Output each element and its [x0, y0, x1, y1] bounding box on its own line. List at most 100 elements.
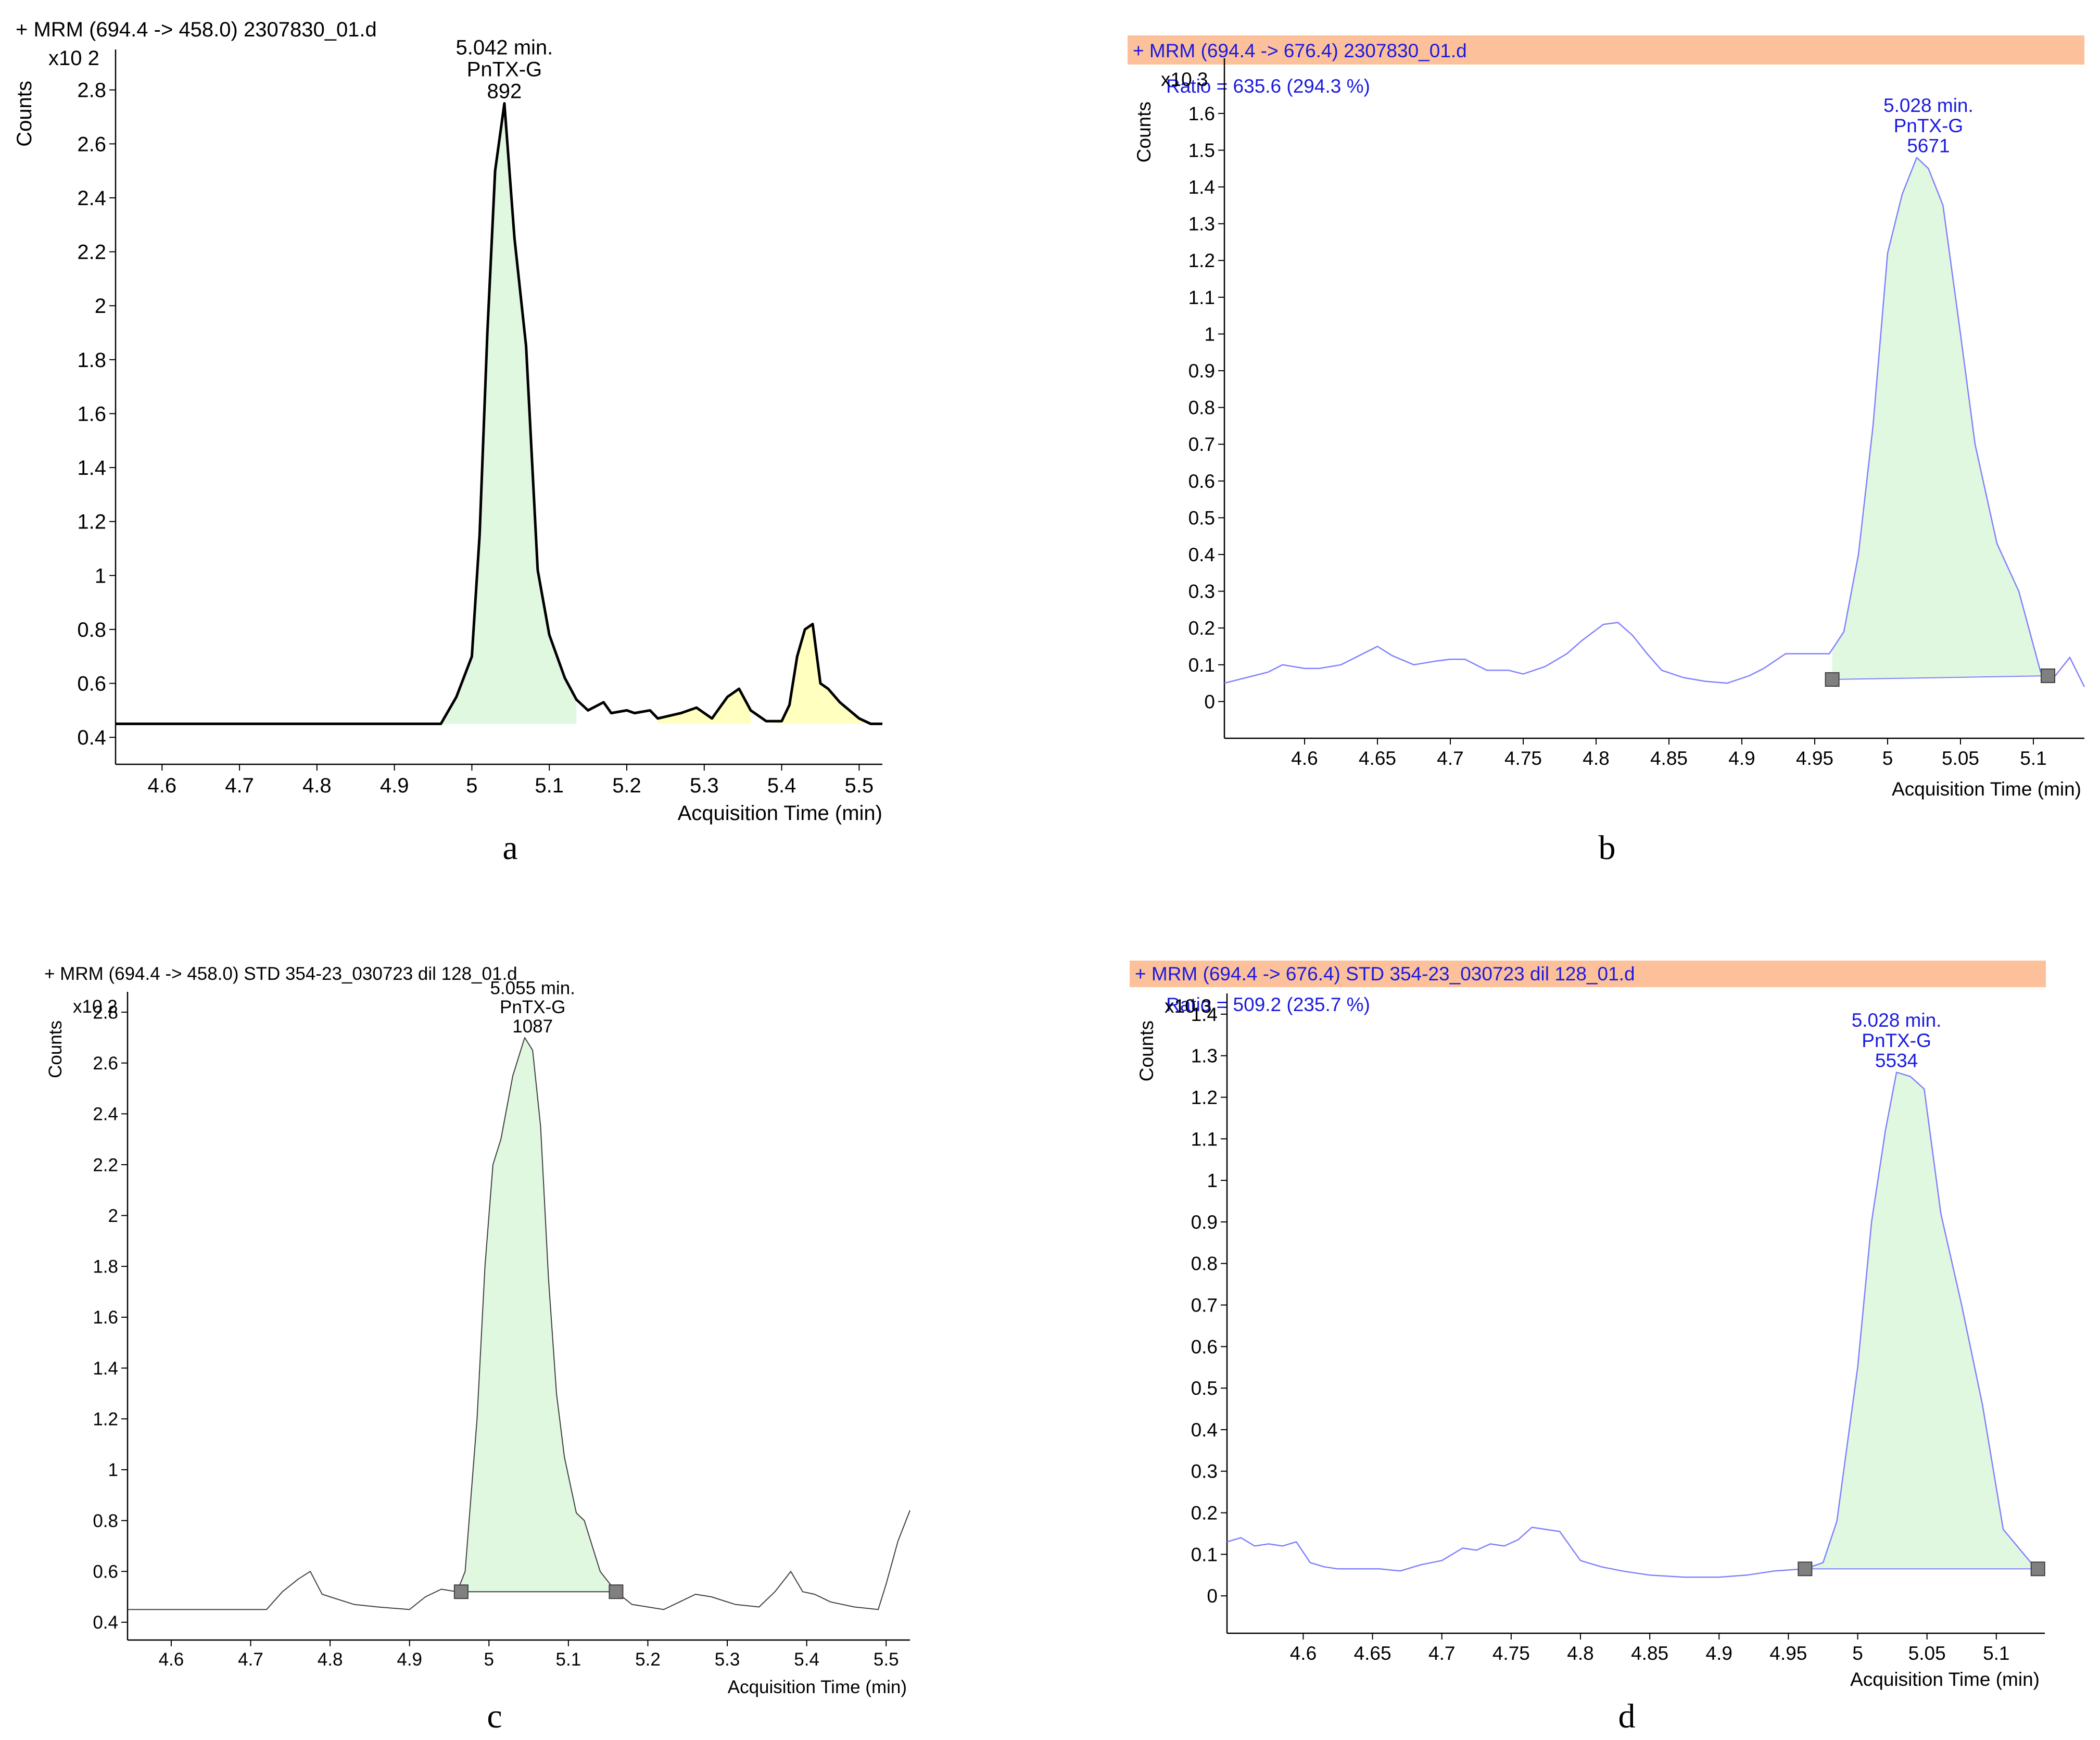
- panel-c-header-text: + MRM (694.4 -> 458.0) STD 354-23_030723…: [44, 964, 517, 984]
- panel-b-x-tick-label: 4.6: [1291, 748, 1318, 769]
- panel-a-y-axis-label: Counts: [13, 81, 36, 147]
- panel-b-y-tick-label: 1: [1204, 323, 1215, 345]
- panel-c-y-tick-label: 1.8: [93, 1257, 118, 1277]
- panel-b-peak-compound: PnTX-G: [1894, 115, 1964, 136]
- panel-b-y-tick-label: 0: [1204, 691, 1215, 712]
- panel-a-y-tick-label: 1.4: [77, 457, 106, 480]
- panel-a-x-tick-label: 5.5: [845, 774, 874, 797]
- panel-b-y-tick-label: 1.3: [1188, 213, 1215, 235]
- panel-a-x-tick-label: 4.6: [147, 774, 176, 797]
- panel-c-y-tick-label: 2.4: [93, 1104, 118, 1125]
- panel-d-y-tick-label: 1.3: [1191, 1045, 1218, 1067]
- panel-a-trace-line: [116, 102, 882, 725]
- panel-d-y-tick-label: 0.3: [1191, 1461, 1218, 1482]
- panel-a-peak-area: 892: [487, 80, 522, 103]
- panel-c-y-tick-label: 2.6: [93, 1053, 118, 1074]
- panel-b-caption: b: [1599, 829, 1616, 867]
- panel-a-x-tick-label: 4.8: [302, 774, 332, 797]
- panel-d-y-axis-label: Counts: [1136, 1020, 1157, 1081]
- panel-c-x-tick-label: 5.5: [874, 1649, 899, 1670]
- panel-c-y-tick-label: 2.2: [93, 1155, 118, 1175]
- panel-a-y-tick-label: 0.6: [77, 673, 106, 696]
- panel-c-trace-line: [128, 1037, 910, 1610]
- panel-a-y-tick-label: 0.8: [77, 619, 106, 641]
- panel-c-peak-area: 1087: [512, 1016, 553, 1037]
- panel-a-x-axis-label: Acquisition Time (min): [678, 802, 882, 825]
- panel-b-y-tick-label: 1.5: [1188, 140, 1215, 161]
- panel-c-x-tick-label: 4.7: [238, 1649, 263, 1670]
- panel-a-peak-area-fill: [657, 688, 751, 724]
- panel-d-x-axis-label: Acquisition Time (min): [1850, 1669, 2040, 1690]
- panel-b-ratio-text: Ratio = 635.6 (294.3 %): [1166, 75, 1370, 97]
- panel-b-peak-area-fill: [1832, 157, 2048, 680]
- panel-d-integration-marker[interactable]: [1798, 1561, 1813, 1577]
- panel-a-y-tick-label: 1: [95, 564, 106, 587]
- panel-c-x-axis-label: Acquisition Time (min): [728, 1677, 907, 1697]
- panel-b-x-tick-label: 4.8: [1583, 748, 1609, 769]
- panel-d-caption: d: [1618, 1697, 1636, 1735]
- panel-b-peak-time: 5.028 min.: [1883, 95, 1974, 116]
- panel-c-y-exponent: x10 2: [73, 997, 118, 1017]
- panel-d-chromatogram: + MRM (694.4 -> 676.4) STD 354-23_030723…: [1130, 961, 2046, 1735]
- panel-b-integration-marker[interactable]: [1825, 672, 1840, 687]
- panel-b-y-exponent: x10 3: [1161, 69, 1208, 90]
- panel-d-x-tick-label: 4.95: [1769, 1643, 1807, 1664]
- panel-d-y-exponent: x10 3: [1165, 995, 1212, 1017]
- panel-a-x-tick-label: 5.1: [535, 774, 564, 797]
- panel-d-x-tick-label: 4.8: [1567, 1643, 1593, 1664]
- panel-d-header-band: [1130, 961, 2046, 987]
- panel-d-integration-marker[interactable]: [2030, 1561, 2045, 1577]
- panel-b-y-tick-label: 0.1: [1188, 654, 1215, 676]
- panel-a-y-tick-label: 1.2: [77, 511, 106, 534]
- panel-d-y-tick-label: 0.9: [1191, 1212, 1218, 1233]
- panel-a-header-text: + MRM (694.4 -> 458.0) 2307830_01.d: [16, 18, 377, 41]
- panel-c-y-tick-label: 1.6: [93, 1307, 118, 1328]
- panel-b-x-tick-label: 4.85: [1650, 748, 1688, 769]
- panel-d-x-tick-label: 5.05: [1908, 1643, 1946, 1664]
- panel-d-x-tick-label: 4.75: [1492, 1643, 1530, 1664]
- panel-a-chromatogram: + MRM (694.4 -> 458.0) 2307830_01.d Coun…: [13, 18, 882, 867]
- panel-d-peak-area: 5534: [1875, 1050, 1918, 1071]
- panel-b-y-tick-label: 0.6: [1188, 471, 1215, 492]
- panel-d-x-tick-label: 4.7: [1428, 1643, 1455, 1664]
- panel-c-integration-marker[interactable]: [609, 1584, 624, 1599]
- panel-c-y-tick-label: 0.8: [93, 1511, 118, 1531]
- panel-d-y-tick-label: 0.5: [1191, 1378, 1218, 1399]
- panel-c-peak-compound: PnTX-G: [500, 997, 565, 1017]
- panel-d-y-tick-label: 0.4: [1191, 1419, 1218, 1441]
- panel-b-x-tick-label: 4.7: [1437, 748, 1463, 769]
- panel-b-y-tick-label: 1.2: [1188, 250, 1215, 271]
- panel-a-x-tick-label: 4.9: [380, 774, 409, 797]
- panel-d-header-text: + MRM (694.4 -> 676.4) STD 354-23_030723…: [1135, 963, 1635, 985]
- panel-c-y-tick-label: 0.4: [93, 1612, 118, 1633]
- panel-a-y-tick-label: 2.6: [77, 133, 106, 156]
- panel-b-integration-marker[interactable]: [2041, 668, 2055, 683]
- panel-a-peak-area-fill: [774, 624, 882, 724]
- panel-b-integration-baseline: [1832, 675, 2048, 680]
- panel-c-y-tick-label: 1: [108, 1460, 118, 1480]
- panel-d-y-tick-label: 0.1: [1191, 1544, 1218, 1565]
- panel-c-integration-marker[interactable]: [453, 1584, 469, 1599]
- panel-b-x-tick-label: 4.75: [1504, 748, 1542, 769]
- panel-a-y-tick-label: 2.4: [77, 187, 106, 210]
- panel-c-y-axis-label: Counts: [45, 1020, 66, 1078]
- panel-d-y-tick-label: 0.8: [1191, 1253, 1218, 1275]
- panel-c-x-tick-label: 5.4: [794, 1649, 819, 1670]
- panel-b-y-tick-label: 0.8: [1188, 397, 1215, 419]
- panel-a-y-tick-label: 1.6: [77, 402, 106, 425]
- panel-c-y-tick-label: 2.8: [93, 1002, 118, 1023]
- panel-b-y-tick-label: 0.9: [1188, 360, 1215, 382]
- panel-c-peak-time: 5.055 min.: [490, 978, 575, 998]
- panel-a-y-tick-label: 2.8: [77, 79, 106, 102]
- panel-d-peak-time: 5.028 min.: [1852, 1010, 1942, 1031]
- panel-b-x-tick-label: 5: [1882, 748, 1893, 769]
- panel-b-chromatogram: + MRM (694.4 -> 676.4) 2307830_01.d Rati…: [1128, 35, 2085, 867]
- panel-d-y-tick-label: 0.6: [1191, 1336, 1218, 1357]
- panel-a-peak-compound: PnTX-G: [467, 58, 542, 81]
- panel-b-x-tick-label: 5.05: [1942, 748, 1979, 769]
- panel-b-x-axis-label: Acquisition Time (min): [1892, 778, 2081, 800]
- panel-b-header-text: + MRM (694.4 -> 676.4) 2307830_01.d: [1133, 40, 1467, 61]
- panel-d-x-tick-label: 4.85: [1631, 1643, 1668, 1664]
- panel-a-y-tick-label: 2: [95, 295, 106, 318]
